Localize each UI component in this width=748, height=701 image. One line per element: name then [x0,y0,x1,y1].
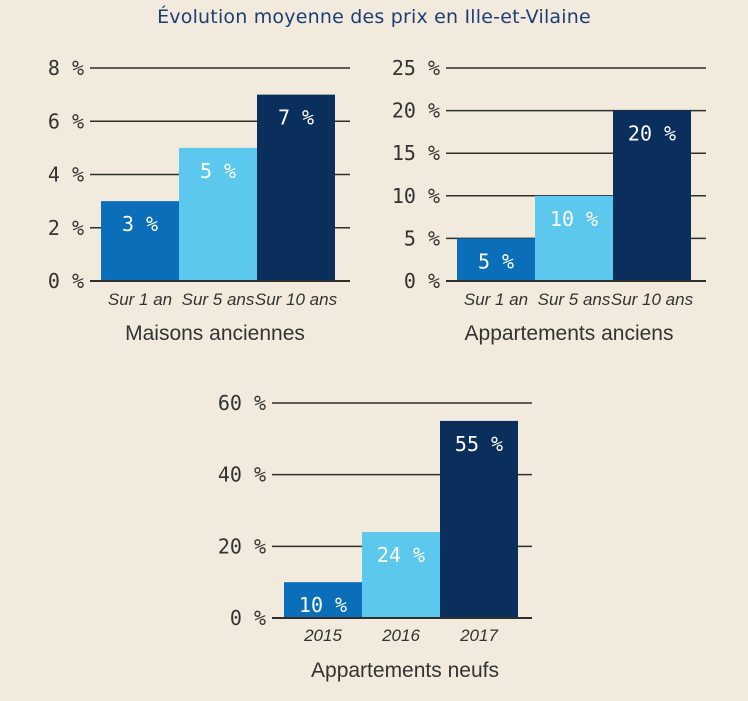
data-label: 5 % [478,249,514,273]
data-label: 3 % [122,212,158,236]
data-label: 20 % [628,122,676,146]
y-tick-label: 10 % [392,184,440,208]
chart-appartements-neufs: 0 % 20 % 40 % 60 % 10 % 2015 24 % 2016 55 % 2017 A… [218,391,532,682]
bar [101,201,179,281]
data-label: 10 % [550,207,598,231]
data-label: 10 % [299,593,347,617]
y-tick-label: 40 % [218,463,266,487]
y-tick-label: 0 % [48,269,84,293]
y-tick-label: 15 % [392,141,440,165]
chart-title: Maisons anciennes [125,322,305,345]
y-tick-label: 20 % [218,534,266,558]
y-tick-label: 25 % [392,56,440,80]
y-tick-label: 0 % [404,269,440,293]
data-label: 55 % [455,432,503,456]
y-tick-label: 8 % [48,56,84,80]
chart-maisons-anciennes: 0 % 2 % 4 % 6 % 8 % 3 % Sur 1 an 5 % Sur 5 ans 7 … [48,56,350,345]
category-label: Sur 1 an [108,290,172,309]
y-tick-label: 0 % [230,606,266,630]
y-tick-label: 2 % [48,216,84,240]
bar [362,532,440,618]
category-label: 2016 [381,626,420,645]
category-label: Sur 5 ans [182,290,255,309]
page-title: Évolution moyenne des prix en Ille-et-Vi… [157,6,591,28]
bar [613,110,691,281]
category-label: Sur 1 an [464,290,528,309]
y-tick-label: 5 % [404,226,440,250]
category-label: 2015 [303,626,342,645]
data-label: 5 % [200,159,236,183]
category-label: Sur 10 ans [255,290,338,309]
data-label: 7 % [278,106,314,130]
bar [440,420,518,618]
y-tick-label: 4 % [48,163,84,187]
y-tick-label: 6 % [48,109,84,133]
bar [179,147,257,281]
category-label: 2017 [459,626,498,645]
chart-appartements-anciens: 0 % 5 % 10 % 15 % 20 % 25 % 5 % Sur 1 an 10 % Sur… [392,56,706,345]
bar [457,238,535,281]
bar [284,582,362,618]
y-tick-label: 60 % [218,391,266,415]
data-label: 24 % [377,543,425,567]
category-label: Sur 5 ans [538,290,611,309]
y-tick-label: 20 % [392,99,440,123]
chart-title: Appartements anciens [465,322,674,345]
chart-title: Appartements neufs [311,659,499,682]
bar [535,195,613,281]
category-label: Sur 10 ans [611,290,694,309]
bar [257,94,335,281]
